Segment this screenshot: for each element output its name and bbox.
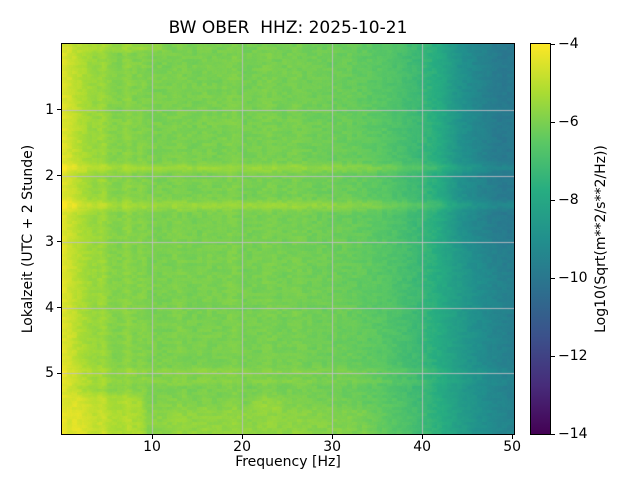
colorbar-tick-label: −8	[558, 192, 579, 208]
x-tick	[421, 435, 423, 439]
y-tick-label: 2	[45, 167, 54, 184]
y-tick-label: 3	[45, 233, 54, 250]
colorbar-tick	[551, 199, 555, 201]
y-tick	[57, 175, 61, 177]
colorbar-tick-label: −10	[558, 270, 588, 286]
colorbar-tick	[551, 433, 555, 435]
colorbar-gradient	[531, 44, 550, 434]
y-tick	[57, 109, 61, 111]
y-tick-label: 5	[45, 365, 54, 382]
x-tick	[151, 435, 153, 439]
colorbar-tick	[551, 277, 555, 279]
colorbar-tick	[551, 355, 555, 357]
x-tick	[331, 435, 333, 439]
spectrogram-heatmap	[62, 44, 514, 434]
y-tick	[57, 241, 61, 243]
colorbar-tick	[551, 43, 555, 45]
y-tick	[57, 372, 61, 374]
colorbar-tick-label: −12	[558, 348, 588, 364]
x-tick-label: 20	[233, 439, 251, 455]
x-tick-label: 30	[323, 439, 342, 455]
x-tick-label: 40	[413, 439, 432, 455]
y-tick-label: 4	[45, 299, 54, 316]
chart-title: BW OBER HHZ: 2025-10-21	[168, 18, 408, 38]
x-tick-label: 10	[143, 439, 161, 455]
x-tick	[241, 435, 243, 439]
x-tick	[511, 435, 513, 439]
colorbar-tick-label: −6	[558, 114, 579, 130]
colorbar-tick-label: −4	[558, 36, 579, 52]
colorbar-tick	[551, 121, 555, 123]
colorbar-tick-label: −14	[558, 426, 588, 442]
x-tick-label: 50	[503, 439, 522, 455]
x-axis-label: Frequency [Hz]	[235, 454, 341, 470]
y-tick	[57, 307, 61, 308]
plot-frame	[61, 43, 515, 435]
y-tick-label: 1	[45, 101, 54, 118]
colorbar-label: Log10(Sqrt(m**2/s**2/Hz))	[593, 145, 609, 333]
colorbar-frame	[530, 43, 551, 435]
